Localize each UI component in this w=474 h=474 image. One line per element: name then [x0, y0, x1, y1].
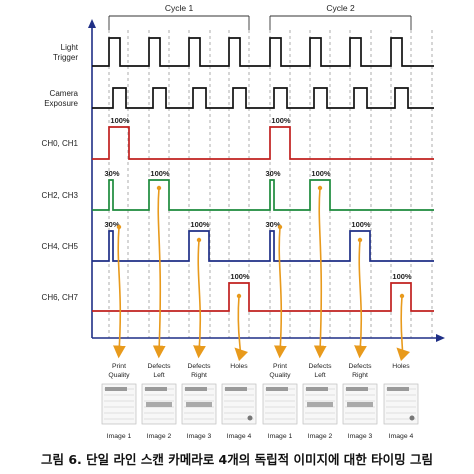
output-arrow: [313, 187, 327, 359]
output-arrow: [354, 239, 367, 359]
image-label: Image 2: [147, 433, 172, 440]
signal-label: Trigger: [53, 53, 78, 62]
signal-label: Camera: [50, 89, 79, 98]
thumbnail-defect-band: [146, 402, 172, 407]
arrow-origin-dot: [277, 224, 283, 230]
waveform-ch01: [92, 126, 434, 160]
thumbnail-defect-band: [186, 402, 212, 407]
figure-caption: 그림 6. 단일 라인 스캔 카메라로 4개의 독립적 이미지에 대한 타이밍 …: [40, 452, 433, 467]
pulse-label: 100%: [190, 220, 210, 229]
output-label: Defects: [348, 363, 372, 370]
image-label: Image 1: [107, 433, 132, 440]
output-arrow: [274, 226, 287, 359]
output-label: Holes: [392, 363, 410, 370]
pulse-label: 30%: [265, 169, 280, 178]
pulse-label: 100%: [392, 272, 412, 281]
output-label: Right: [191, 372, 207, 379]
output-arrow: [234, 295, 249, 362]
signal-label: CH4, CH5: [42, 242, 79, 251]
waveform-ch67: [92, 282, 434, 312]
output-label: Defects: [187, 363, 211, 370]
cycle-label: Cycle 2: [326, 3, 355, 13]
thumbnail-mark: [145, 387, 167, 391]
image-label: Image 1: [268, 433, 293, 440]
arrow-origin-dot: [317, 185, 323, 191]
cycle-label: Cycle 1: [165, 3, 194, 13]
arrow-origin-dot: [399, 293, 405, 299]
signal-label: CH2, CH3: [42, 191, 79, 200]
signal-label: Light: [61, 43, 79, 52]
arrow-origin-dot: [236, 293, 242, 299]
output-label: Defects: [308, 363, 332, 370]
output-arrow: [113, 226, 126, 359]
signal-label: CH6, CH7: [42, 293, 79, 302]
y-axis-arrow: [88, 19, 96, 28]
pulse-label: 100%: [230, 272, 250, 281]
thumbnail-mark: [225, 387, 247, 391]
pulse-label: 30%: [104, 220, 119, 229]
pulse-label: 30%: [265, 220, 280, 229]
thumbnail-mark: [266, 387, 288, 391]
thumbnail-mark: [185, 387, 207, 391]
x-axis-arrow: [436, 334, 445, 342]
pulse-label: 100%: [351, 220, 371, 229]
output-label: Quality: [108, 372, 130, 379]
signal-label: Exposure: [44, 99, 78, 108]
output-label: Print: [112, 363, 126, 370]
output-arrow: [152, 187, 166, 359]
image-label: Image 3: [348, 433, 373, 440]
thumbnail-defect-band: [347, 402, 373, 407]
thumbnail-hole: [247, 415, 253, 421]
image-label: Image 2: [308, 433, 333, 440]
thumbnail-defect-band: [307, 402, 333, 407]
output-label: Quality: [269, 372, 291, 379]
arrow-origin-dot: [116, 224, 122, 230]
waveform-ch45: [92, 230, 434, 262]
output-label: Holes: [230, 363, 248, 370]
pulse-label: 100%: [150, 169, 170, 178]
output-label: Right: [352, 372, 368, 379]
arrow-origin-dot: [196, 237, 202, 243]
image-label: Image 4: [227, 433, 252, 440]
arrow-origin-dot: [156, 185, 162, 191]
output-arrow: [396, 295, 411, 362]
waveform-light: [92, 37, 434, 67]
arrow-origin-dot: [357, 237, 363, 243]
thumbnail-mark: [387, 387, 409, 391]
waveform-camera: [92, 87, 434, 109]
thumbnail-mark: [306, 387, 328, 391]
output-label: Left: [153, 372, 164, 379]
output-label: Left: [314, 372, 325, 379]
thumbnail-mark: [105, 387, 127, 391]
thumbnail-hole: [409, 415, 415, 421]
pulse-label: 100%: [110, 116, 130, 125]
output-label: Print: [273, 363, 287, 370]
image-label: Image 3: [187, 433, 212, 440]
thumbnail-mark: [346, 387, 368, 391]
pulse-label: 30%: [104, 169, 119, 178]
pulse-label: 100%: [311, 169, 331, 178]
output-label: Defects: [147, 363, 171, 370]
output-arrow: [193, 239, 206, 359]
pulse-label: 100%: [271, 116, 291, 125]
signal-label: CH0, CH1: [42, 139, 79, 148]
image-label: Image 4: [389, 433, 414, 440]
waveform-ch23: [92, 179, 434, 211]
